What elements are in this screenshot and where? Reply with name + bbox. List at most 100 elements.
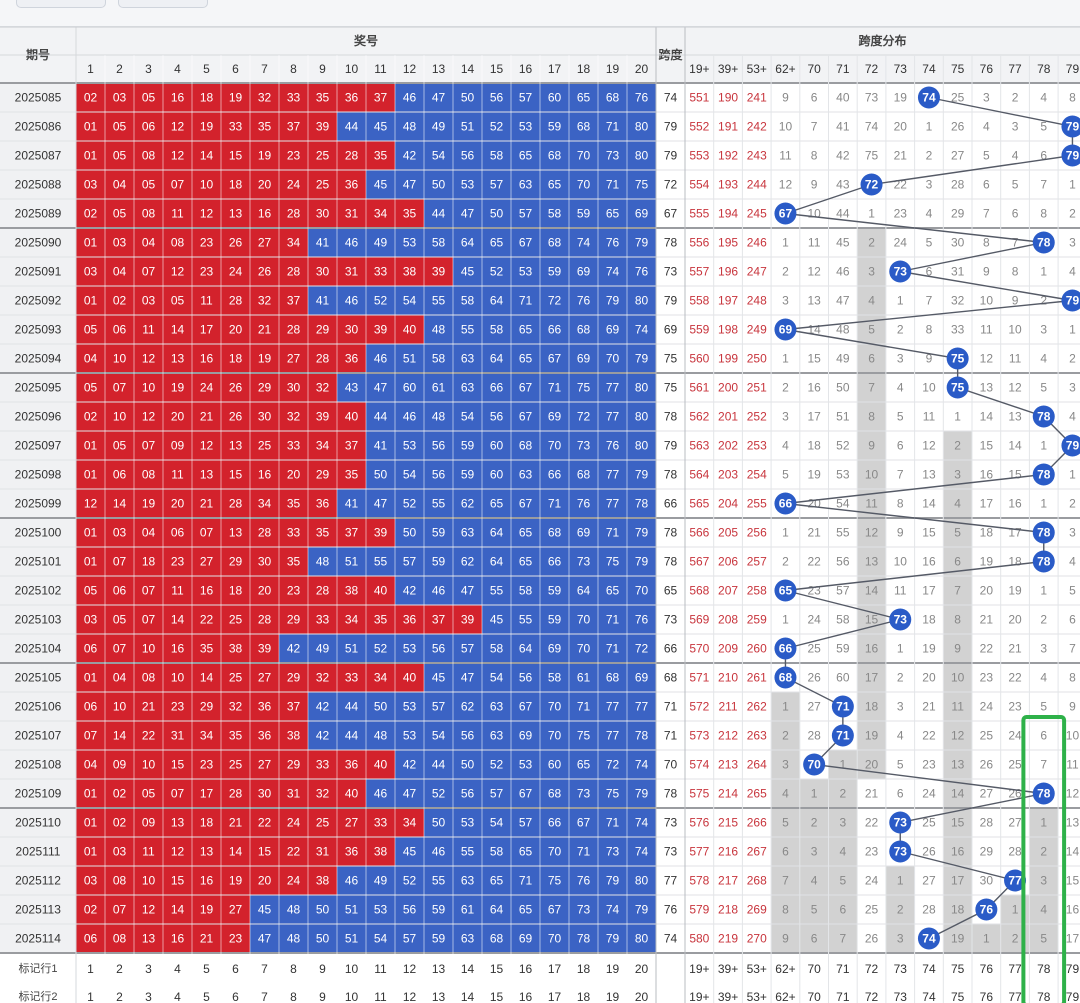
- missing-count: 2: [868, 236, 875, 250]
- drawn-number: 48: [432, 410, 446, 424]
- drawn-number-cell: [366, 750, 395, 779]
- drawn-number: 03: [84, 265, 98, 279]
- drawn-number: 68: [577, 468, 591, 482]
- span-ball: [1032, 231, 1055, 254]
- span-ball-label: 79: [1066, 294, 1080, 308]
- missing-count: 566: [689, 526, 709, 540]
- drawn-number: 64: [519, 642, 533, 656]
- drawn-number: 24: [287, 874, 301, 888]
- drawn-number: 79: [635, 526, 649, 540]
- missing-count: 557: [689, 265, 709, 279]
- missing-count: 562: [689, 410, 709, 424]
- drawn-number: 80: [635, 294, 649, 308]
- missing-count: 23: [980, 671, 994, 685]
- footer-span: 73: [894, 990, 908, 1003]
- drawn-number-cell: [424, 431, 453, 460]
- streak-cell: [799, 779, 829, 808]
- drawn-number-cell: [279, 460, 308, 489]
- footer-number: 6: [232, 990, 239, 1003]
- missing-count: 40: [836, 91, 850, 105]
- drawn-number: 57: [403, 555, 417, 569]
- number-col-header: 3: [145, 62, 152, 76]
- toolbar-button-1[interactable]: [16, 0, 106, 8]
- drawn-number: 05: [142, 787, 156, 801]
- drawn-number-cell: [366, 286, 395, 315]
- missing-count: 56: [836, 555, 850, 569]
- streak-cell: [857, 460, 886, 489]
- drawn-number: 64: [490, 555, 504, 569]
- drawn-number: 64: [490, 294, 504, 308]
- drawn-number-cell: [424, 170, 453, 199]
- drawn-number-cell: [221, 750, 250, 779]
- missing-count: 5: [897, 410, 904, 424]
- missing-count: 4: [954, 497, 961, 511]
- drawn-number-cell: [482, 286, 511, 315]
- drawn-number: 07: [171, 787, 185, 801]
- drawn-number-cell: [337, 721, 366, 750]
- missing-count: 4: [897, 729, 904, 743]
- drawn-number: 25: [229, 613, 243, 627]
- drawn-number-cell: [308, 257, 337, 286]
- drawn-number: 53: [403, 700, 417, 714]
- drawn-number: 56: [432, 439, 446, 453]
- drawn-number: 07: [84, 729, 98, 743]
- drawn-number: 79: [606, 932, 620, 946]
- drawn-number-cell: [627, 808, 656, 837]
- streak-cell: [771, 895, 800, 924]
- footer-span: 74: [922, 962, 936, 976]
- drawn-number: 61: [577, 671, 591, 685]
- drawn-number: 01: [84, 816, 98, 830]
- drawn-number-cell: [511, 808, 540, 837]
- span-col-header: 53+: [747, 62, 767, 76]
- drawn-number-cell: [540, 634, 569, 663]
- missing-count: 6: [1012, 207, 1019, 221]
- footer-span: 53+: [747, 962, 767, 976]
- footer-number: 9: [319, 990, 326, 1003]
- drawn-number: 73: [577, 903, 591, 917]
- number-col-header: 5: [203, 62, 210, 76]
- drawn-number: 70: [548, 439, 562, 453]
- missing-count: 14: [980, 410, 994, 424]
- drawn-number-cell: [482, 141, 511, 170]
- missing-count: 269: [747, 903, 767, 917]
- drawn-number: 32: [258, 91, 272, 105]
- drawn-number: 65: [606, 584, 620, 598]
- drawn-number: 13: [171, 352, 185, 366]
- drawn-number: 12: [200, 439, 214, 453]
- footer-number: 11: [374, 962, 387, 976]
- missing-count: 554: [689, 178, 709, 192]
- missing-count: 11: [951, 700, 964, 714]
- drawn-number-cell: [279, 373, 308, 402]
- drawn-number-cell: [540, 518, 569, 547]
- span-col-header: 79: [1066, 62, 1080, 76]
- drawn-number: 34: [403, 816, 417, 830]
- drawn-number-cell: [163, 170, 192, 199]
- drawn-number: 47: [461, 671, 475, 685]
- missing-count: 4: [1069, 265, 1076, 279]
- drawn-number: 59: [548, 120, 562, 134]
- drawn-number-cell: [453, 721, 482, 750]
- drawn-number-cell: [105, 634, 134, 663]
- period-cell: 2025113: [15, 903, 61, 917]
- drawn-number: 72: [548, 294, 562, 308]
- span-ball: [946, 347, 969, 370]
- missing-count: 4: [1069, 410, 1076, 424]
- missing-count: 26: [922, 845, 936, 859]
- missing-count: 59: [836, 642, 850, 656]
- drawn-number-cell: [540, 286, 569, 315]
- missing-count: 7: [897, 468, 904, 482]
- streak-cell: [771, 750, 800, 779]
- drawn-number-cell: [134, 605, 163, 634]
- drawn-number-cell: [598, 228, 627, 257]
- period-cell: 2025094: [15, 352, 62, 366]
- drawn-number: 56: [490, 91, 504, 105]
- toolbar-button-2[interactable]: [118, 0, 208, 8]
- drawn-number: 70: [548, 700, 562, 714]
- drawn-number-cell: [424, 605, 453, 634]
- footer-span: 75: [951, 962, 965, 976]
- missing-count: 1: [782, 352, 789, 366]
- drawn-number-cell: [569, 257, 598, 286]
- drawn-number: 69: [577, 352, 591, 366]
- drawn-number: 53: [461, 178, 475, 192]
- drawn-number-cell: [453, 489, 482, 518]
